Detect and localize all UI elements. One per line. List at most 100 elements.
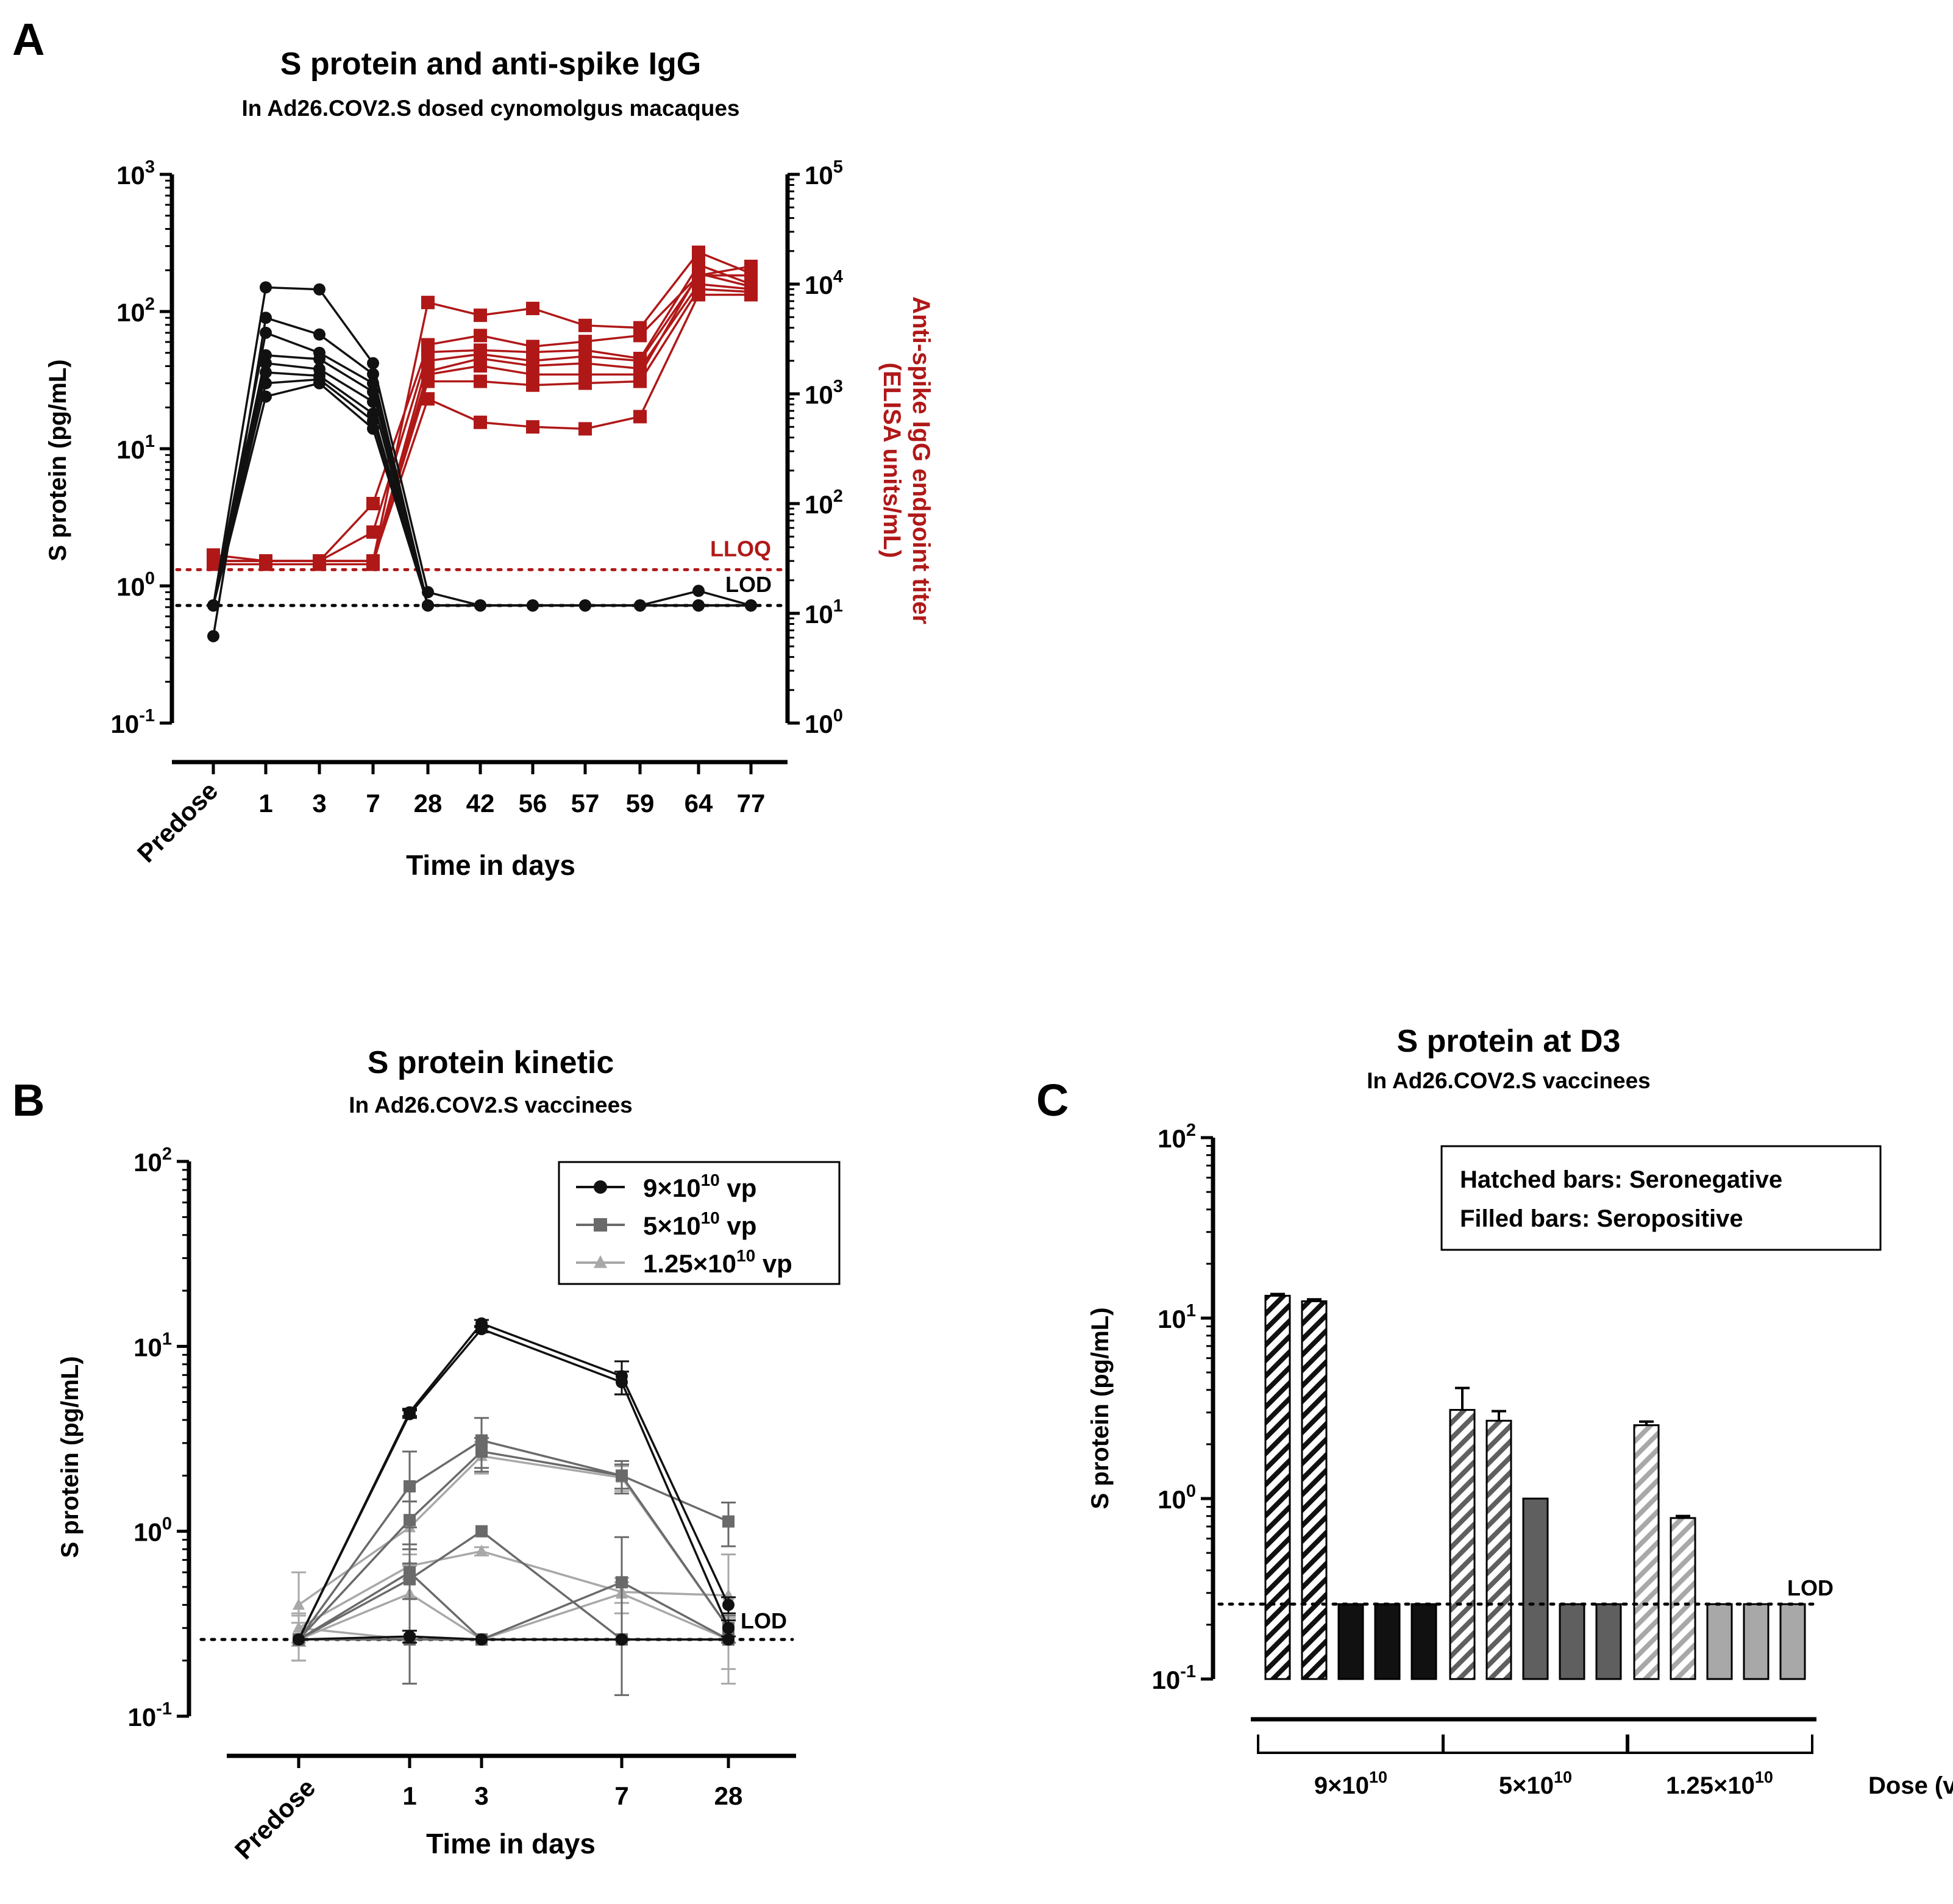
panel-b-xtick-label: 28: [714, 1781, 743, 1810]
panel-a-sprotein-line: [212, 354, 751, 607]
panel-b-series-point: [722, 1515, 735, 1528]
panel-c-lod-label: LOD: [1787, 1575, 1834, 1600]
panel-b-ytick-label: 100: [133, 1514, 172, 1547]
panel-a-ytick-label: 10-1: [110, 706, 155, 738]
panel-a-ylabel: S protein (pg/mL): [44, 359, 71, 561]
panel-c-subtitle: In Ad26.COV2.S vaccinees: [1367, 1068, 1650, 1093]
panel-a-igg-point: [421, 354, 435, 368]
panel-c-bar: [1374, 1603, 1401, 1680]
panel-a-igg-point: [474, 329, 487, 343]
panel-a-xtick-label: 7: [366, 789, 380, 818]
panel-a-xtick-label: 57: [571, 789, 600, 818]
panel-b-legend-label: 1.25×1010 vp: [643, 1246, 792, 1278]
panel-b-series-point: [616, 1633, 628, 1646]
panel-c-bar: [1410, 1603, 1437, 1680]
panel-a-sprotein-point: [634, 599, 646, 612]
panel-label-a: A: [12, 14, 44, 65]
panel-a-y2tick-label: 105: [805, 157, 843, 190]
panel-a-igg-point: [366, 557, 380, 571]
panel-a-igg-line: [213, 251, 752, 562]
panel-a-igg-point: [578, 368, 592, 382]
panel-a-sprotein-point: [474, 599, 486, 612]
panel-c-ytick-label: 100: [1158, 1481, 1196, 1514]
panel-b-series-point: [722, 1622, 735, 1635]
panel-a-sprotein-point: [692, 599, 705, 612]
panel-c-group-label: 9×1010: [1314, 1768, 1387, 1799]
panel-b-legend: 9×1010 vp 5×1010 vp 1.25×1010 vp: [558, 1161, 841, 1285]
panel-b-xtick-label: Predose: [229, 1773, 321, 1864]
panel-a-xlabel: Time in days: [406, 849, 575, 881]
panel-c-bar: [1779, 1603, 1806, 1680]
panel-a-sprotein-point: [260, 312, 272, 324]
panel-b-xtick-label: 1: [402, 1781, 416, 1810]
panel-c-bar: [1522, 1497, 1549, 1680]
panel-a-igg-point: [259, 557, 272, 571]
panel-b-series-point: [404, 1514, 416, 1527]
panel-c-group-bracket: [1626, 1735, 1813, 1754]
panel-c-bar: [1337, 1603, 1364, 1680]
panel-a-xtick-label: Predose: [132, 776, 223, 868]
panel-b-series-point: [722, 1599, 735, 1611]
panel-b-series-point: [475, 1544, 488, 1556]
panel-b-legend-label: 9×1010 vp: [643, 1171, 756, 1202]
panel-a-igg-point: [474, 308, 487, 323]
panel-c-ytick-label: 101: [1158, 1301, 1196, 1333]
panel-c-xlabel: Dose (vp): [1868, 1772, 1953, 1799]
panel-c-bar: [1485, 1419, 1512, 1680]
panel-a-sprotein-point: [367, 395, 379, 408]
panel-a-igg-point: [692, 288, 705, 302]
panel-b-series-point: [293, 1621, 305, 1633]
panel-a-igg-point: [474, 359, 487, 373]
panel-b-series-point: [475, 1525, 488, 1538]
panel-a-igg-point: [474, 415, 487, 429]
panel-a-y2tick-label: 104: [805, 267, 843, 299]
panel-a-sprotein-point: [579, 599, 591, 612]
panel-a-sprotein-point: [260, 390, 272, 403]
panel-b-series-point: [475, 1322, 488, 1335]
panel-a-sprotein-point: [367, 423, 379, 435]
panel-c-ylabel: S protein (pg/mL): [1087, 1307, 1114, 1509]
panel-a-xtick-label: 64: [685, 789, 713, 818]
panel-a-igg-point: [526, 301, 539, 315]
panel-b-lod-label: LOD: [741, 1608, 787, 1633]
panel-b-series-point: [404, 1408, 416, 1421]
panel-b-series-point: [293, 1598, 305, 1610]
panel-b-ytick-label: 102: [133, 1144, 172, 1177]
panel-c-legend-line-2: Filled bars: Seropositive: [1460, 1205, 1743, 1232]
panel-b-series-point: [616, 1576, 628, 1589]
panel-a-igg-point: [692, 245, 705, 259]
panel-a-igg-point: [366, 497, 380, 510]
panel-a-sprotein-point: [313, 353, 326, 366]
panel-a-ytick-label: 100: [116, 569, 155, 601]
panel-b-series-point: [475, 1633, 488, 1646]
panel-b-legend-marker: [594, 1218, 607, 1232]
panel-a-sprotein-point: [313, 328, 326, 341]
panel-a-ytick-label: 103: [116, 157, 155, 190]
panel-b-ylabel: S protein (pg/mL): [57, 1356, 84, 1558]
panel-a-sprotein-point: [260, 326, 272, 339]
panel-a-y2tick-label: 102: [805, 487, 843, 519]
panel-a-xtick-label: 42: [466, 789, 495, 818]
panel-a-igg-point: [526, 378, 539, 392]
panel-a-sprotein-line: [212, 378, 751, 607]
panel-a-ytick-label: 101: [116, 432, 155, 464]
panel-b-ytick-label: 10-1: [127, 1699, 172, 1731]
panel-a-igg-point: [744, 268, 758, 282]
panel-c-legend: Hatched bars: Seronegative Filled bars: …: [1440, 1145, 1882, 1251]
panel-a-sprotein-point: [367, 357, 379, 369]
panel-a-sprotein-point: [207, 630, 219, 643]
panel-b-series-line: [298, 1530, 728, 1641]
panel-b-legend-marker: [594, 1255, 607, 1268]
panel-c-group-label: 1.25×1010: [1666, 1768, 1773, 1799]
panel-b-xtick-label: 7: [614, 1781, 628, 1810]
panel-b-series-point: [616, 1376, 628, 1389]
panel-a-sprotein-point: [260, 366, 272, 379]
panel-a-sprotein-point: [207, 599, 219, 612]
panel-c-bar: [1449, 1409, 1476, 1680]
panel-b-legend-label: 5×1010 vp: [643, 1208, 756, 1240]
panel-b-legend-marker: [594, 1180, 607, 1194]
panel-b-series-line: [298, 1550, 729, 1629]
panel-c-legend-line-1: Hatched bars: Seronegative: [1460, 1166, 1782, 1193]
panel-a-sprotein-point: [745, 599, 757, 612]
